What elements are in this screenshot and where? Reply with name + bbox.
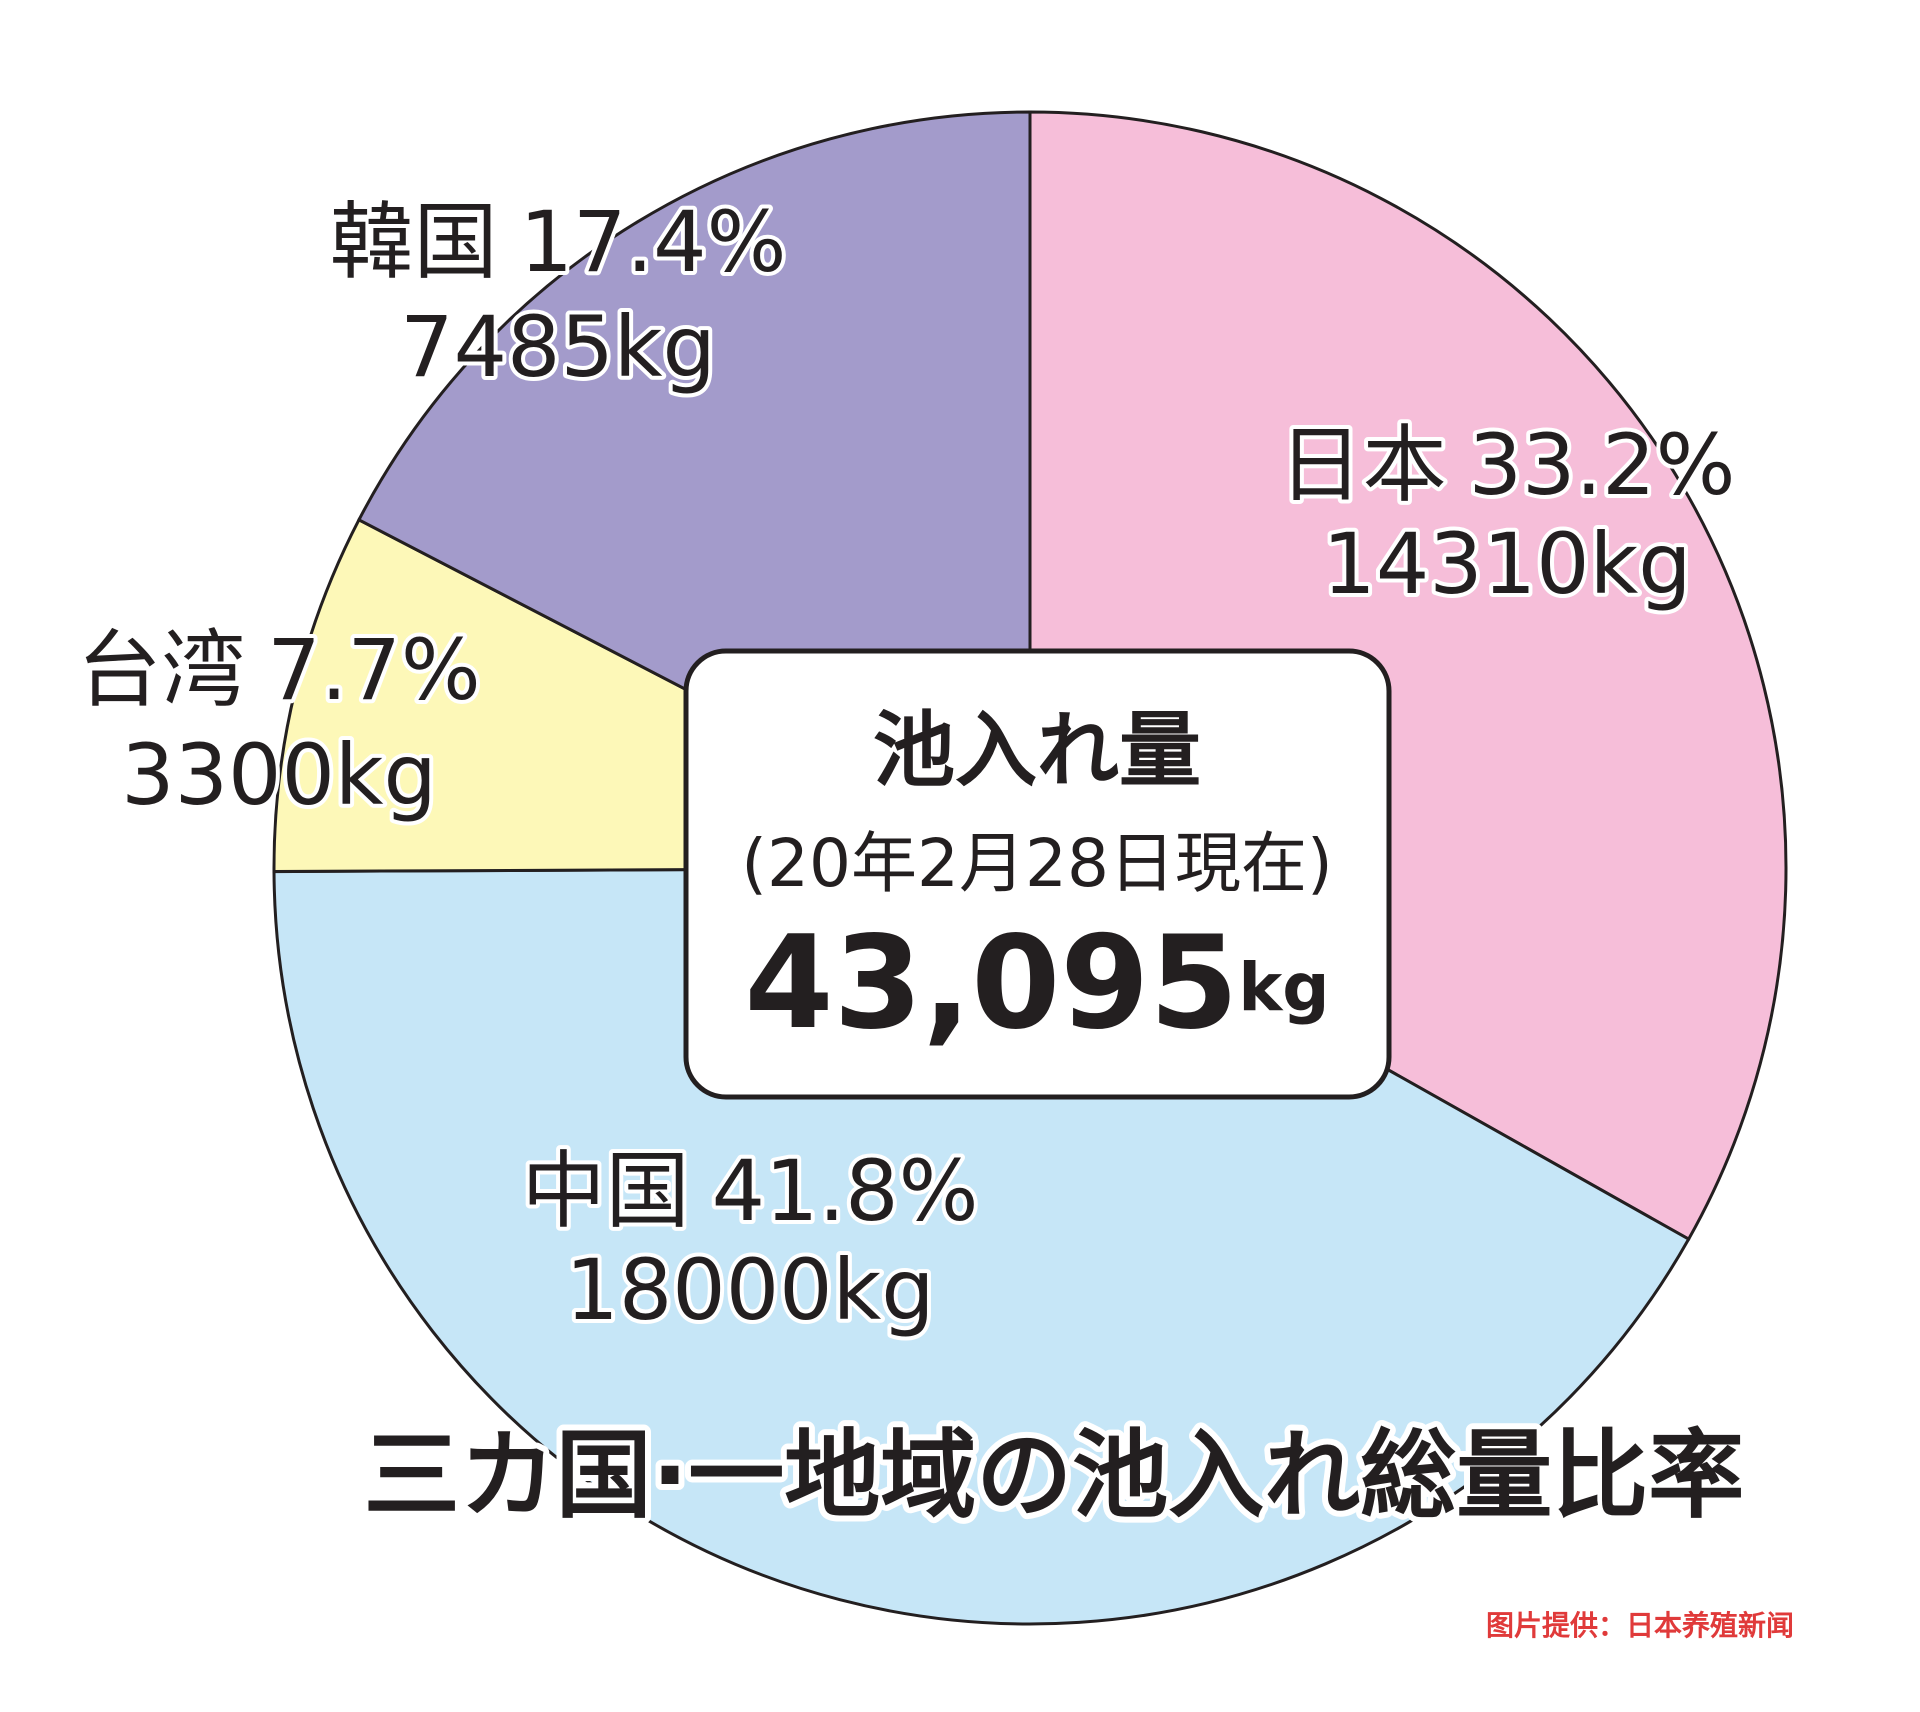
center-total: 43,095kg bbox=[744, 909, 1329, 1058]
category-label: 韓国 bbox=[330, 193, 498, 291]
slice-label: 中国 41.8% bbox=[522, 1142, 979, 1240]
value-label: 41.8% bbox=[712, 1142, 979, 1240]
center-subtitle: (20年2月28日現在) bbox=[741, 825, 1332, 902]
slice-label: 台湾 7.7% bbox=[77, 621, 480, 719]
value-label: 7.7% bbox=[267, 621, 480, 719]
total-unit: kg bbox=[1238, 949, 1329, 1026]
amount-label: 14310kg bbox=[1322, 515, 1691, 613]
amount-label: 18000kg bbox=[565, 1241, 934, 1339]
value-label: 33.2% bbox=[1469, 416, 1736, 514]
center-title: 池入れ量 bbox=[873, 703, 1201, 798]
labels: 日本 33.2%14310kg 中国 41.8%18000kg 台湾 7.7%3300kg… bbox=[73, 189, 1739, 1343]
category-label: 台湾 bbox=[77, 621, 245, 719]
credit: 图片提供：日本养殖新闻 bbox=[1486, 1609, 1794, 1642]
center-box bbox=[683, 648, 1392, 1100]
category-label: 日本 bbox=[1279, 416, 1447, 514]
amount-label: 3300kg bbox=[121, 726, 437, 824]
slice-label: 日本 33.2% bbox=[1279, 416, 1736, 514]
chart-title: 三カ国·一地域の池入れ総量比率 bbox=[364, 1419, 1744, 1531]
amount-label: 7485kg bbox=[400, 298, 716, 396]
slice-label: 韓国 17.4% bbox=[330, 193, 787, 291]
total-value: 43,095 bbox=[744, 909, 1238, 1058]
value-label: 17.4% bbox=[520, 193, 787, 291]
category-label: 中国 bbox=[522, 1142, 690, 1240]
